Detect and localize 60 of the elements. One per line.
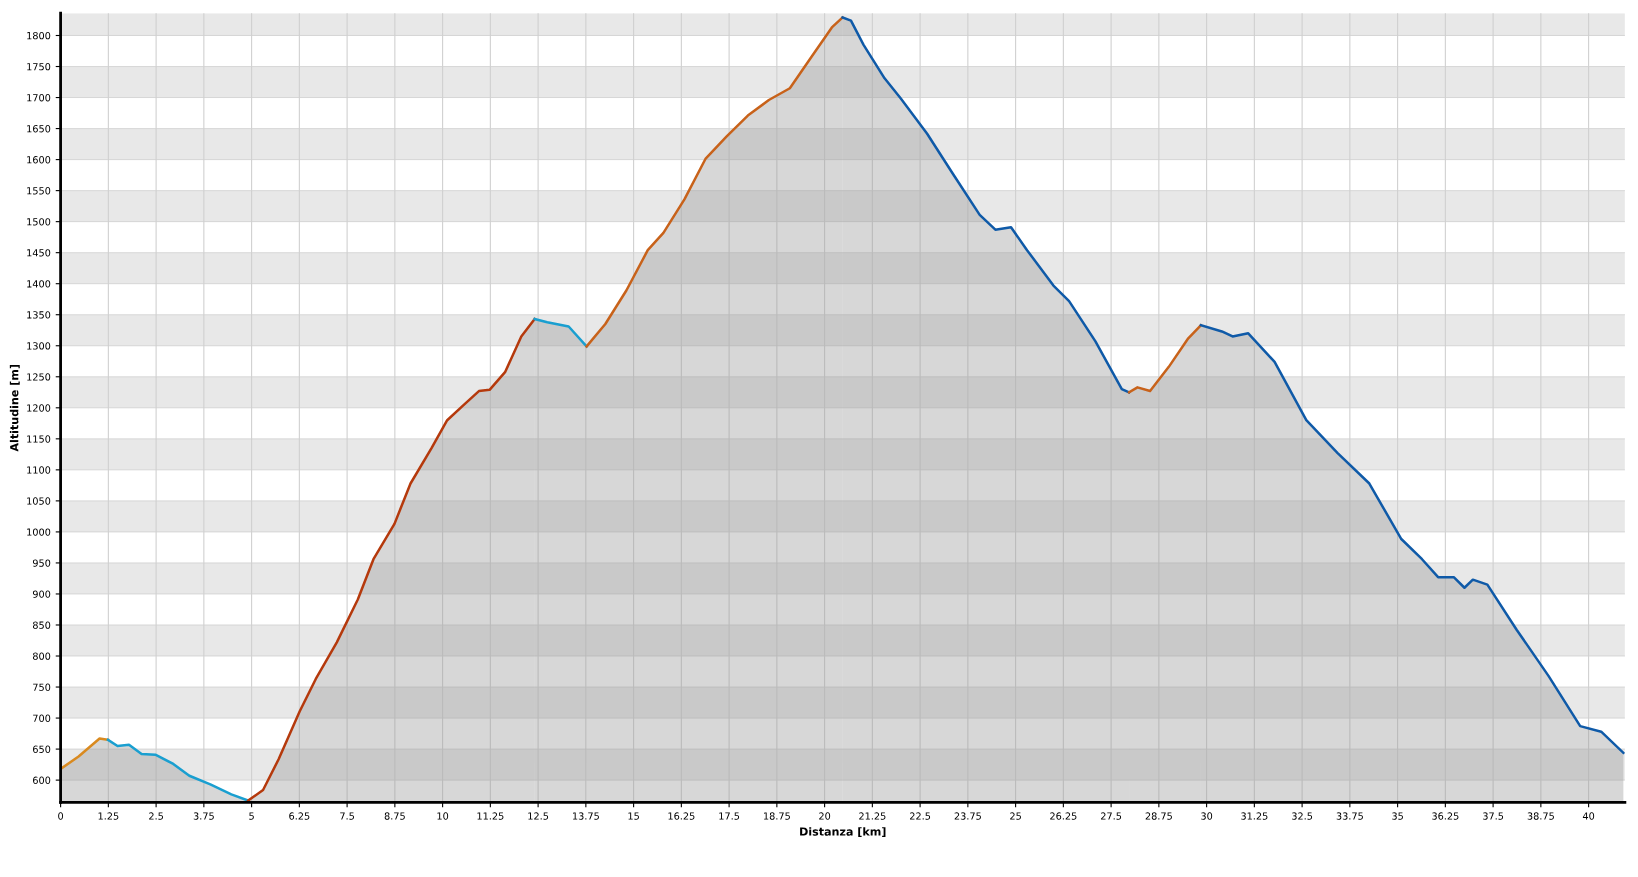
- x-tick-label: 21.25: [859, 812, 886, 820]
- y-tick-label: 950: [32, 559, 51, 567]
- x-tick-label: 30: [1201, 812, 1213, 820]
- y-tick-label: 1550: [27, 187, 51, 195]
- x-tick-label: 1.25: [98, 812, 119, 820]
- x-tick-label: 10: [437, 812, 449, 820]
- y-tick-label: 1050: [27, 497, 51, 505]
- x-tick-label: 13.75: [573, 812, 599, 820]
- x-tick-label: 20: [819, 812, 831, 820]
- x-tick-label: 28.75: [1145, 812, 1172, 820]
- x-tick-label: 36.25: [1432, 812, 1459, 820]
- x-tick-label: 27.5: [1100, 812, 1122, 820]
- y-tick-label: 1500: [27, 218, 51, 226]
- y-tick-label: 1150: [27, 435, 51, 443]
- x-tick-label: 17.5: [719, 812, 740, 820]
- y-tick-label: 1350: [27, 311, 51, 319]
- x-tick-label: 15: [628, 812, 639, 820]
- y-tick-label: 800: [32, 652, 51, 660]
- x-tick-label: 31.25: [1241, 812, 1268, 820]
- y-tick-label: 600: [33, 776, 51, 784]
- x-tick-label: 3.75: [193, 812, 214, 820]
- x-tick-label: 26.25: [1050, 812, 1077, 820]
- x-tick-label: 11.25: [477, 812, 504, 820]
- x-tick-label: 5: [249, 812, 254, 820]
- y-tick-label: 650: [33, 745, 51, 753]
- x-tick-label: 33.75: [1336, 812, 1363, 820]
- x-tick-label: 35: [1392, 812, 1403, 820]
- x-tick-label: 8.75: [384, 812, 405, 820]
- y-tick-label: 1600: [27, 156, 51, 164]
- x-tick-label: 16.25: [668, 812, 695, 820]
- y-tick-label: 1650: [27, 125, 51, 133]
- x-tick-label: 40: [1582, 812, 1595, 820]
- y-tick-label: 1450: [27, 249, 51, 257]
- x-tick-label: 18.75: [764, 812, 790, 820]
- x-tick-label: 22.5: [909, 812, 931, 820]
- y-tick-label: 1000: [27, 528, 51, 536]
- y-tick-label: 700: [33, 714, 51, 722]
- y-tick-label: 1400: [27, 280, 51, 288]
- y-tick-label: 1800: [27, 31, 51, 40]
- y-tick-label: 1300: [27, 342, 51, 350]
- y-axis-title: Altitudine [m]: [9, 364, 20, 452]
- x-tick-label: 38.75: [1527, 812, 1554, 820]
- y-tick-label: 1700: [27, 94, 51, 102]
- x-tick-label: 2.5: [149, 812, 163, 820]
- x-tick-label: 12.5: [528, 812, 549, 820]
- x-tick-label: 37.5: [1483, 812, 1504, 820]
- y-tick-label: 900: [32, 590, 51, 598]
- x-tick-label: 0: [58, 812, 64, 820]
- x-tick-label: 7.5: [340, 812, 354, 820]
- y-tick-label: 1100: [27, 466, 51, 474]
- x-tick-label: 23.75: [954, 812, 981, 820]
- x-axis-title: Distanza [km]: [800, 827, 886, 838]
- y-tick-label: 750: [33, 683, 51, 691]
- x-tick-label: 25: [1010, 812, 1021, 820]
- y-tick-label: 1250: [27, 373, 51, 381]
- x-tick-label: 6.25: [289, 812, 310, 820]
- x-tick-label: 32.5: [1292, 812, 1313, 820]
- y-tick-label: 1750: [27, 63, 51, 71]
- y-tick-label: 850: [32, 621, 51, 629]
- y-tick-label: 1200: [27, 404, 51, 412]
